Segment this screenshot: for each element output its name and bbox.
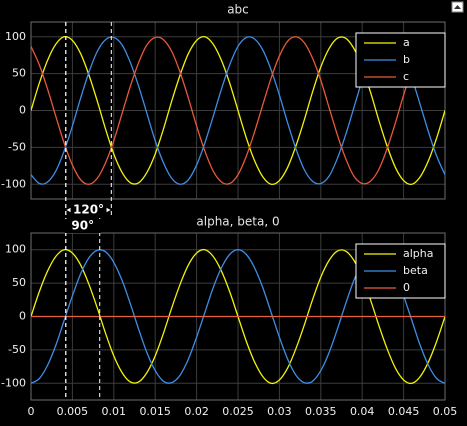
y-tick-label: -50 (8, 343, 26, 356)
x-tick-label: 0.035 (305, 405, 337, 418)
x-tick-label: 0.01 (102, 405, 127, 418)
series-line (31, 36, 445, 185)
arrow-head (66, 207, 72, 213)
y-tick-label: 100 (5, 30, 26, 43)
y-tick-label: -100 (1, 177, 26, 190)
x-tick-label: 0.02 (184, 405, 209, 418)
y-tick-label: 0 (19, 310, 26, 323)
legend-label: beta (403, 264, 428, 277)
x-tick-label: 0.04 (350, 405, 375, 418)
legend-label: 0 (403, 281, 410, 294)
series-line (31, 35, 445, 186)
x-tick-label: 0.045 (388, 405, 420, 418)
x-tick-label: 0.005 (57, 405, 89, 418)
y-tick-label: 0 (19, 104, 26, 117)
label-bg (64, 219, 101, 233)
chart-title: alpha, beta, 0 (196, 215, 279, 229)
toolbar-glyph (454, 5, 461, 9)
label-bg (70, 203, 107, 217)
y-tick-label: 50 (12, 276, 26, 289)
x-tick-label: 0.03 (267, 405, 292, 418)
span-annotation: 90° (64, 22, 101, 400)
y-tick-label: -100 (1, 376, 26, 389)
x-tick-label: 0 (28, 405, 35, 418)
annotation-label: 120° (73, 203, 104, 217)
legend-label: c (403, 70, 409, 83)
legend: alpha beta 0 (355, 243, 446, 299)
legend-label: b (403, 53, 410, 66)
x-tick-label: 0.015 (139, 405, 171, 418)
y-tick-label: -50 (8, 140, 26, 153)
legend: abc (355, 32, 446, 88)
legend-label: alpha (403, 247, 434, 260)
legend-label: a (403, 36, 410, 49)
y-tick-label: 100 (5, 243, 26, 256)
y-tick-label: 50 (12, 67, 26, 80)
chart-title: abc (227, 3, 249, 17)
x-tick-label: 0.05 (433, 405, 458, 418)
annotation-label: 90° (71, 219, 94, 233)
arrow-head (105, 207, 111, 213)
toolbar-button[interactable] (451, 1, 464, 13)
x-tick-label: 0.025 (222, 405, 254, 418)
